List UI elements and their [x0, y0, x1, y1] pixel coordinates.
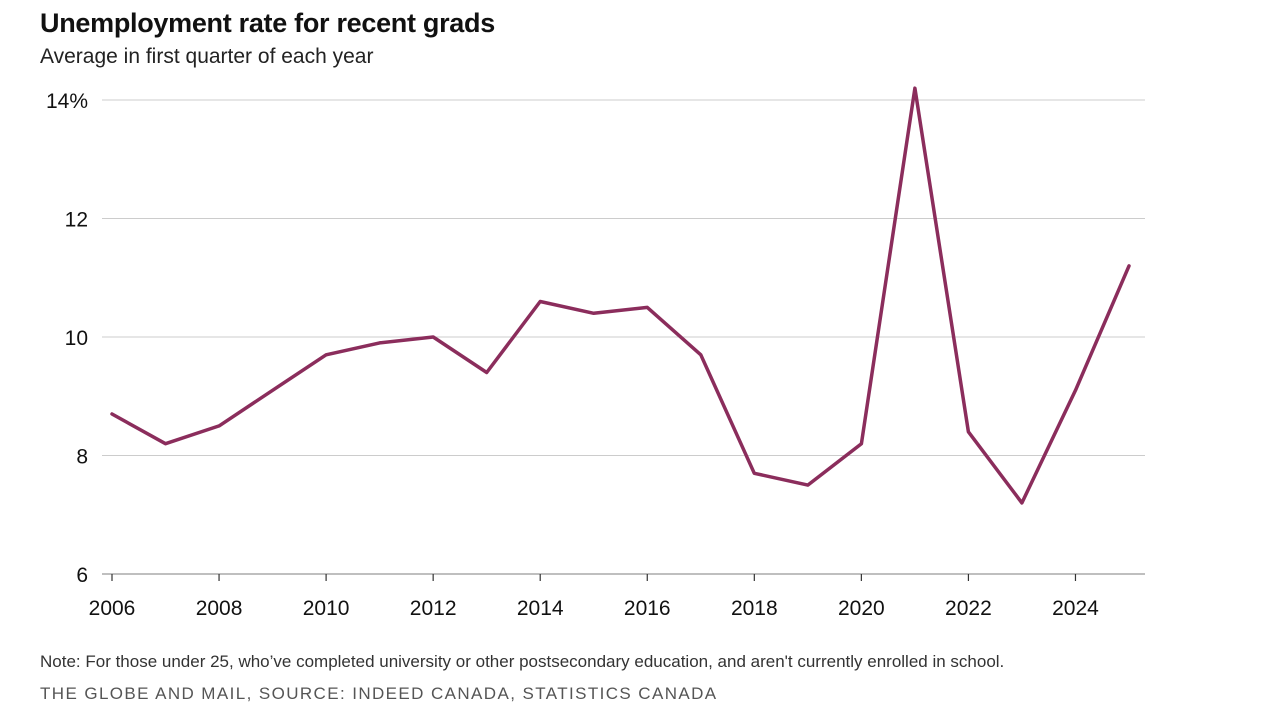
- x-tick-label: 2022: [945, 597, 992, 620]
- data-point-2018: [749, 468, 759, 478]
- data-point-2020: [856, 439, 866, 449]
- data-point-2010: [321, 350, 331, 360]
- chart-subtitle: Average in first quarter of each year: [40, 45, 374, 68]
- y-tick-label: 6: [76, 564, 88, 587]
- y-axis-labels: 6 8 10 12 14%: [46, 90, 88, 587]
- data-point-2022: [963, 427, 973, 437]
- chart-title: Unemployment rate for recent grads: [40, 8, 495, 38]
- data-point-2021: [910, 83, 920, 93]
- x-tick-label: 2014: [517, 597, 564, 620]
- y-tick-label: 12: [65, 209, 88, 232]
- x-tick-label: 2010: [303, 597, 350, 620]
- x-tick-label: 2024: [1052, 597, 1099, 620]
- data-point-2023: [1017, 498, 1027, 508]
- data-point-2014: [535, 296, 545, 306]
- data-point-2017: [696, 350, 706, 360]
- data-point-2015: [589, 308, 599, 318]
- data-point-2011: [375, 338, 385, 348]
- data-point-2008: [214, 421, 224, 431]
- x-tick-label: 2020: [838, 597, 885, 620]
- x-axis-labels: 2006 2008 2010 2012 2014 2016 2018 2020 2022 2024: [89, 597, 1100, 620]
- data-point-2016: [642, 302, 652, 312]
- series-line: [110, 86, 1131, 505]
- x-tick-label: 2012: [410, 597, 457, 620]
- x-tick-label: 2006: [89, 597, 136, 620]
- chart-note: Note: For those under 25, who’ve complet…: [40, 652, 1005, 671]
- y-tick-label: 8: [76, 446, 88, 469]
- data-point-2006: [107, 409, 117, 419]
- x-tick-label: 2018: [731, 597, 778, 620]
- gridlines: [102, 99, 1145, 575]
- data-point-2024: [1070, 385, 1080, 395]
- chart-source: THE GLOBE AND MAIL, SOURCE: INDEED CANAD…: [40, 684, 718, 703]
- data-point-2019: [803, 480, 813, 490]
- data-point-2025: [1124, 261, 1134, 271]
- x-tick-label: 2016: [624, 597, 671, 620]
- x-tick-label: 2008: [196, 597, 243, 620]
- series-layer: [107, 83, 1134, 508]
- data-point-2012: [428, 332, 438, 342]
- y-tick-label: 10: [65, 327, 88, 350]
- data-point-2007: [161, 439, 171, 449]
- data-point-2013: [482, 368, 492, 378]
- x-axis: [111, 574, 1077, 581]
- y-tick-label: 14%: [46, 90, 88, 113]
- data-point-2009: [268, 385, 278, 395]
